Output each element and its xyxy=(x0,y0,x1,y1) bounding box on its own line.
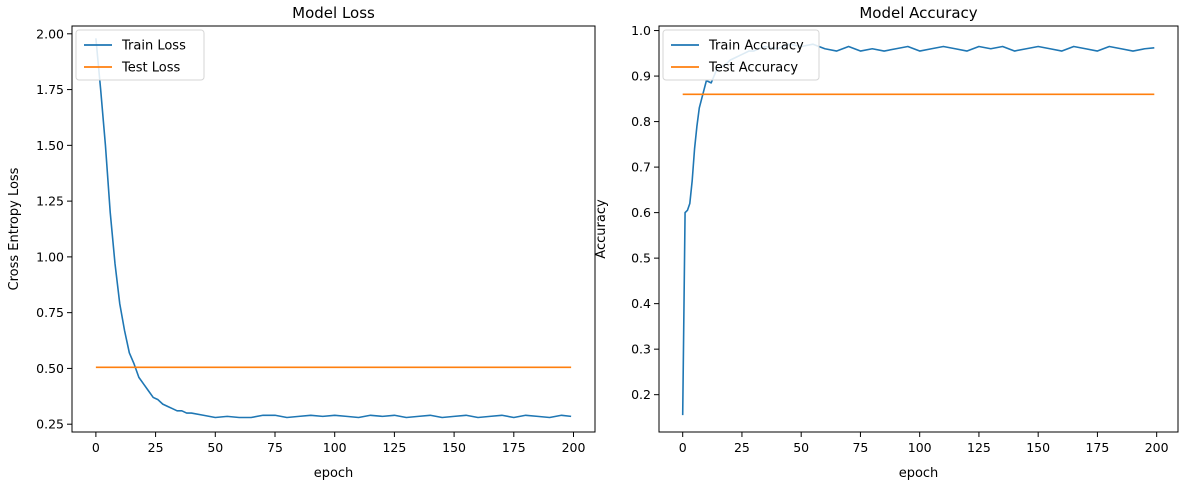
legend: Train Loss Test Loss xyxy=(75,29,205,81)
x-tick-label: 25 xyxy=(734,440,750,455)
x-tick-label: 75 xyxy=(267,440,283,455)
chart-title: Model Loss xyxy=(292,4,375,22)
legend-label: Train Loss xyxy=(121,39,186,54)
y-tick-label: 0.5 xyxy=(631,251,651,266)
y-axis-label: Accuracy xyxy=(594,199,609,259)
y-tick-label: 2.00 xyxy=(36,26,64,41)
plot-area-frame xyxy=(71,25,596,433)
x-tick-label: 100 xyxy=(323,440,347,455)
x-tick-label: 0 xyxy=(92,440,100,455)
y-tick-label: 0.4 xyxy=(631,296,651,311)
legend-label: Test Loss xyxy=(121,61,180,76)
x-tick-label: 50 xyxy=(793,440,809,455)
x-tick-label: 50 xyxy=(207,440,223,455)
y-tick-label: 0.9 xyxy=(631,69,651,84)
accuracy-chart: Model Accuracy 0 25 50 75 100 125 150 175 200 0.2 0… xyxy=(594,4,1179,481)
y-tick-label: 0.75 xyxy=(36,305,64,320)
x-tick-label: 175 xyxy=(502,440,526,455)
y-tick-label: 0.3 xyxy=(631,342,651,357)
x-tick-label: 125 xyxy=(967,440,991,455)
x-tick-label: 200 xyxy=(562,440,586,455)
legend: Train Accuracy Test Accuracy xyxy=(662,29,820,81)
x-tick-label: 150 xyxy=(442,440,466,455)
y-tick-label: 1.75 xyxy=(36,82,64,97)
x-tick-label: 100 xyxy=(908,440,932,455)
y-tick-label: 0.2 xyxy=(631,387,651,402)
y-tick-label: 0.8 xyxy=(631,114,651,129)
y-tick-label: 1.25 xyxy=(36,194,64,209)
x-tick-label: 0 xyxy=(679,440,687,455)
y-axis-label: Cross Entropy Loss xyxy=(7,167,22,290)
y-tick-label: 0.6 xyxy=(631,205,651,220)
x-tick-label: 75 xyxy=(852,440,868,455)
x-tick-label: 125 xyxy=(382,440,406,455)
x-axis-label: epoch xyxy=(899,466,939,481)
y-tick-label: 1.00 xyxy=(36,249,64,264)
y-tick-label: 0.7 xyxy=(631,160,651,175)
y-tick-label: 1.0 xyxy=(631,23,651,38)
legend-box xyxy=(662,29,820,81)
legend-label: Train Accuracy xyxy=(708,39,804,54)
x-tick-label: 175 xyxy=(1085,440,1109,455)
chart-title: Model Accuracy xyxy=(859,4,977,22)
series-line-train-accuracy xyxy=(681,43,1155,416)
x-tick-label: 200 xyxy=(1145,440,1169,455)
y-tick-label: 0.25 xyxy=(36,417,64,432)
legend-label: Test Accuracy xyxy=(708,61,798,76)
x-tick-label: 25 xyxy=(148,440,164,455)
y-tick-label: 1.50 xyxy=(36,138,64,153)
loss-chart: Model Loss 0 25 50 75 100 125 150 175 200 0.25 0.50… xyxy=(7,4,596,481)
plot-area-frame xyxy=(658,25,1179,433)
series-line-train-loss xyxy=(95,38,572,419)
x-tick-label: 150 xyxy=(1026,440,1050,455)
x-axis-label: epoch xyxy=(314,466,354,481)
y-tick-label: 0.50 xyxy=(36,361,64,376)
